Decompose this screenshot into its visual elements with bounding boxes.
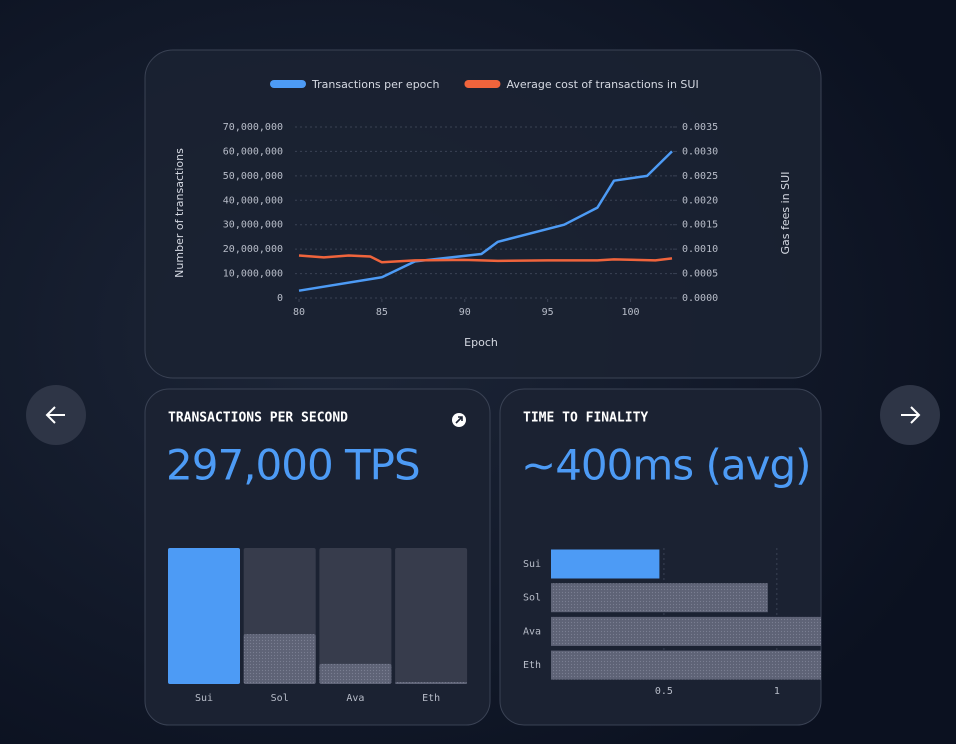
x-tick-label: Sui <box>195 693 213 704</box>
y2-tick-label: 0.0025 <box>682 171 718 182</box>
y-tick-label: Ava <box>523 626 541 637</box>
y-tick-label: Sui <box>523 559 541 570</box>
legend-swatch <box>270 80 306 88</box>
y-tick-label: 30,000,000 <box>223 220 283 231</box>
legend-label: Transactions per epoch <box>311 78 439 91</box>
x-tick-label: 95 <box>542 307 554 318</box>
card-title: TRANSACTIONS PER SECOND <box>168 411 348 426</box>
y-tick-label: 10,000,000 <box>223 269 283 280</box>
y-tick-label: 40,000,000 <box>223 195 283 206</box>
y2-tick-label: 0.0035 <box>682 122 718 133</box>
y-tick-label: Sol <box>523 593 541 604</box>
x-tick-label: 85 <box>376 307 388 318</box>
line-series <box>298 254 673 264</box>
y2-tick-label: 0.0000 <box>682 293 718 304</box>
bar <box>551 650 821 680</box>
y2-tick-label: 0.0020 <box>682 195 718 206</box>
headline: ~400ms (avg) <box>521 441 811 490</box>
x-tick-label: Sol <box>271 693 289 704</box>
x-tick-label: 1 <box>774 686 780 697</box>
y2-axis-label: Gas fees in SUI <box>779 172 792 255</box>
line-series <box>298 150 673 292</box>
bar <box>551 616 821 646</box>
bar <box>243 634 316 684</box>
x-tick-label: 100 <box>622 307 640 318</box>
card-title: TIME TO FINALITY <box>523 411 648 426</box>
x-tick-label: 90 <box>459 307 471 318</box>
link-icon[interactable] <box>452 413 466 427</box>
y-tick-label: Eth <box>523 660 541 671</box>
bar-track <box>319 548 392 684</box>
bar <box>551 583 768 613</box>
prev-button[interactable] <box>26 385 86 445</box>
x-tick-label: Eth <box>422 693 440 704</box>
bar <box>319 663 392 684</box>
bar <box>395 682 468 684</box>
y-tick-label: 70,000,000 <box>223 122 283 133</box>
legend-swatch <box>464 80 501 88</box>
y-tick-label: 20,000,000 <box>223 244 283 255</box>
x-axis-label: Epoch <box>464 336 498 349</box>
bar <box>551 549 660 579</box>
y-tick-label: 50,000,000 <box>223 171 283 182</box>
x-tick-label: 80 <box>293 307 305 318</box>
x-tick-label: 0.5 <box>655 686 673 697</box>
y-axis-label: Number of transactions <box>173 148 186 278</box>
bar-track <box>395 548 468 684</box>
card <box>144 49 822 379</box>
y2-tick-label: 0.0030 <box>682 146 718 157</box>
legend-label: Average cost of transactions in SUI <box>506 78 698 91</box>
next-button[interactable] <box>880 385 940 445</box>
y2-tick-label: 0.0010 <box>682 244 718 255</box>
headline: 297,000 TPS <box>166 441 420 490</box>
y-tick-label: 60,000,000 <box>223 146 283 157</box>
x-tick-label: Ava <box>346 693 364 704</box>
y-tick-label: 0 <box>277 293 283 304</box>
y2-tick-label: 0.0005 <box>682 269 718 280</box>
bar <box>168 548 240 684</box>
y2-tick-label: 0.0015 <box>682 220 718 231</box>
hbar-plot <box>551 548 821 680</box>
